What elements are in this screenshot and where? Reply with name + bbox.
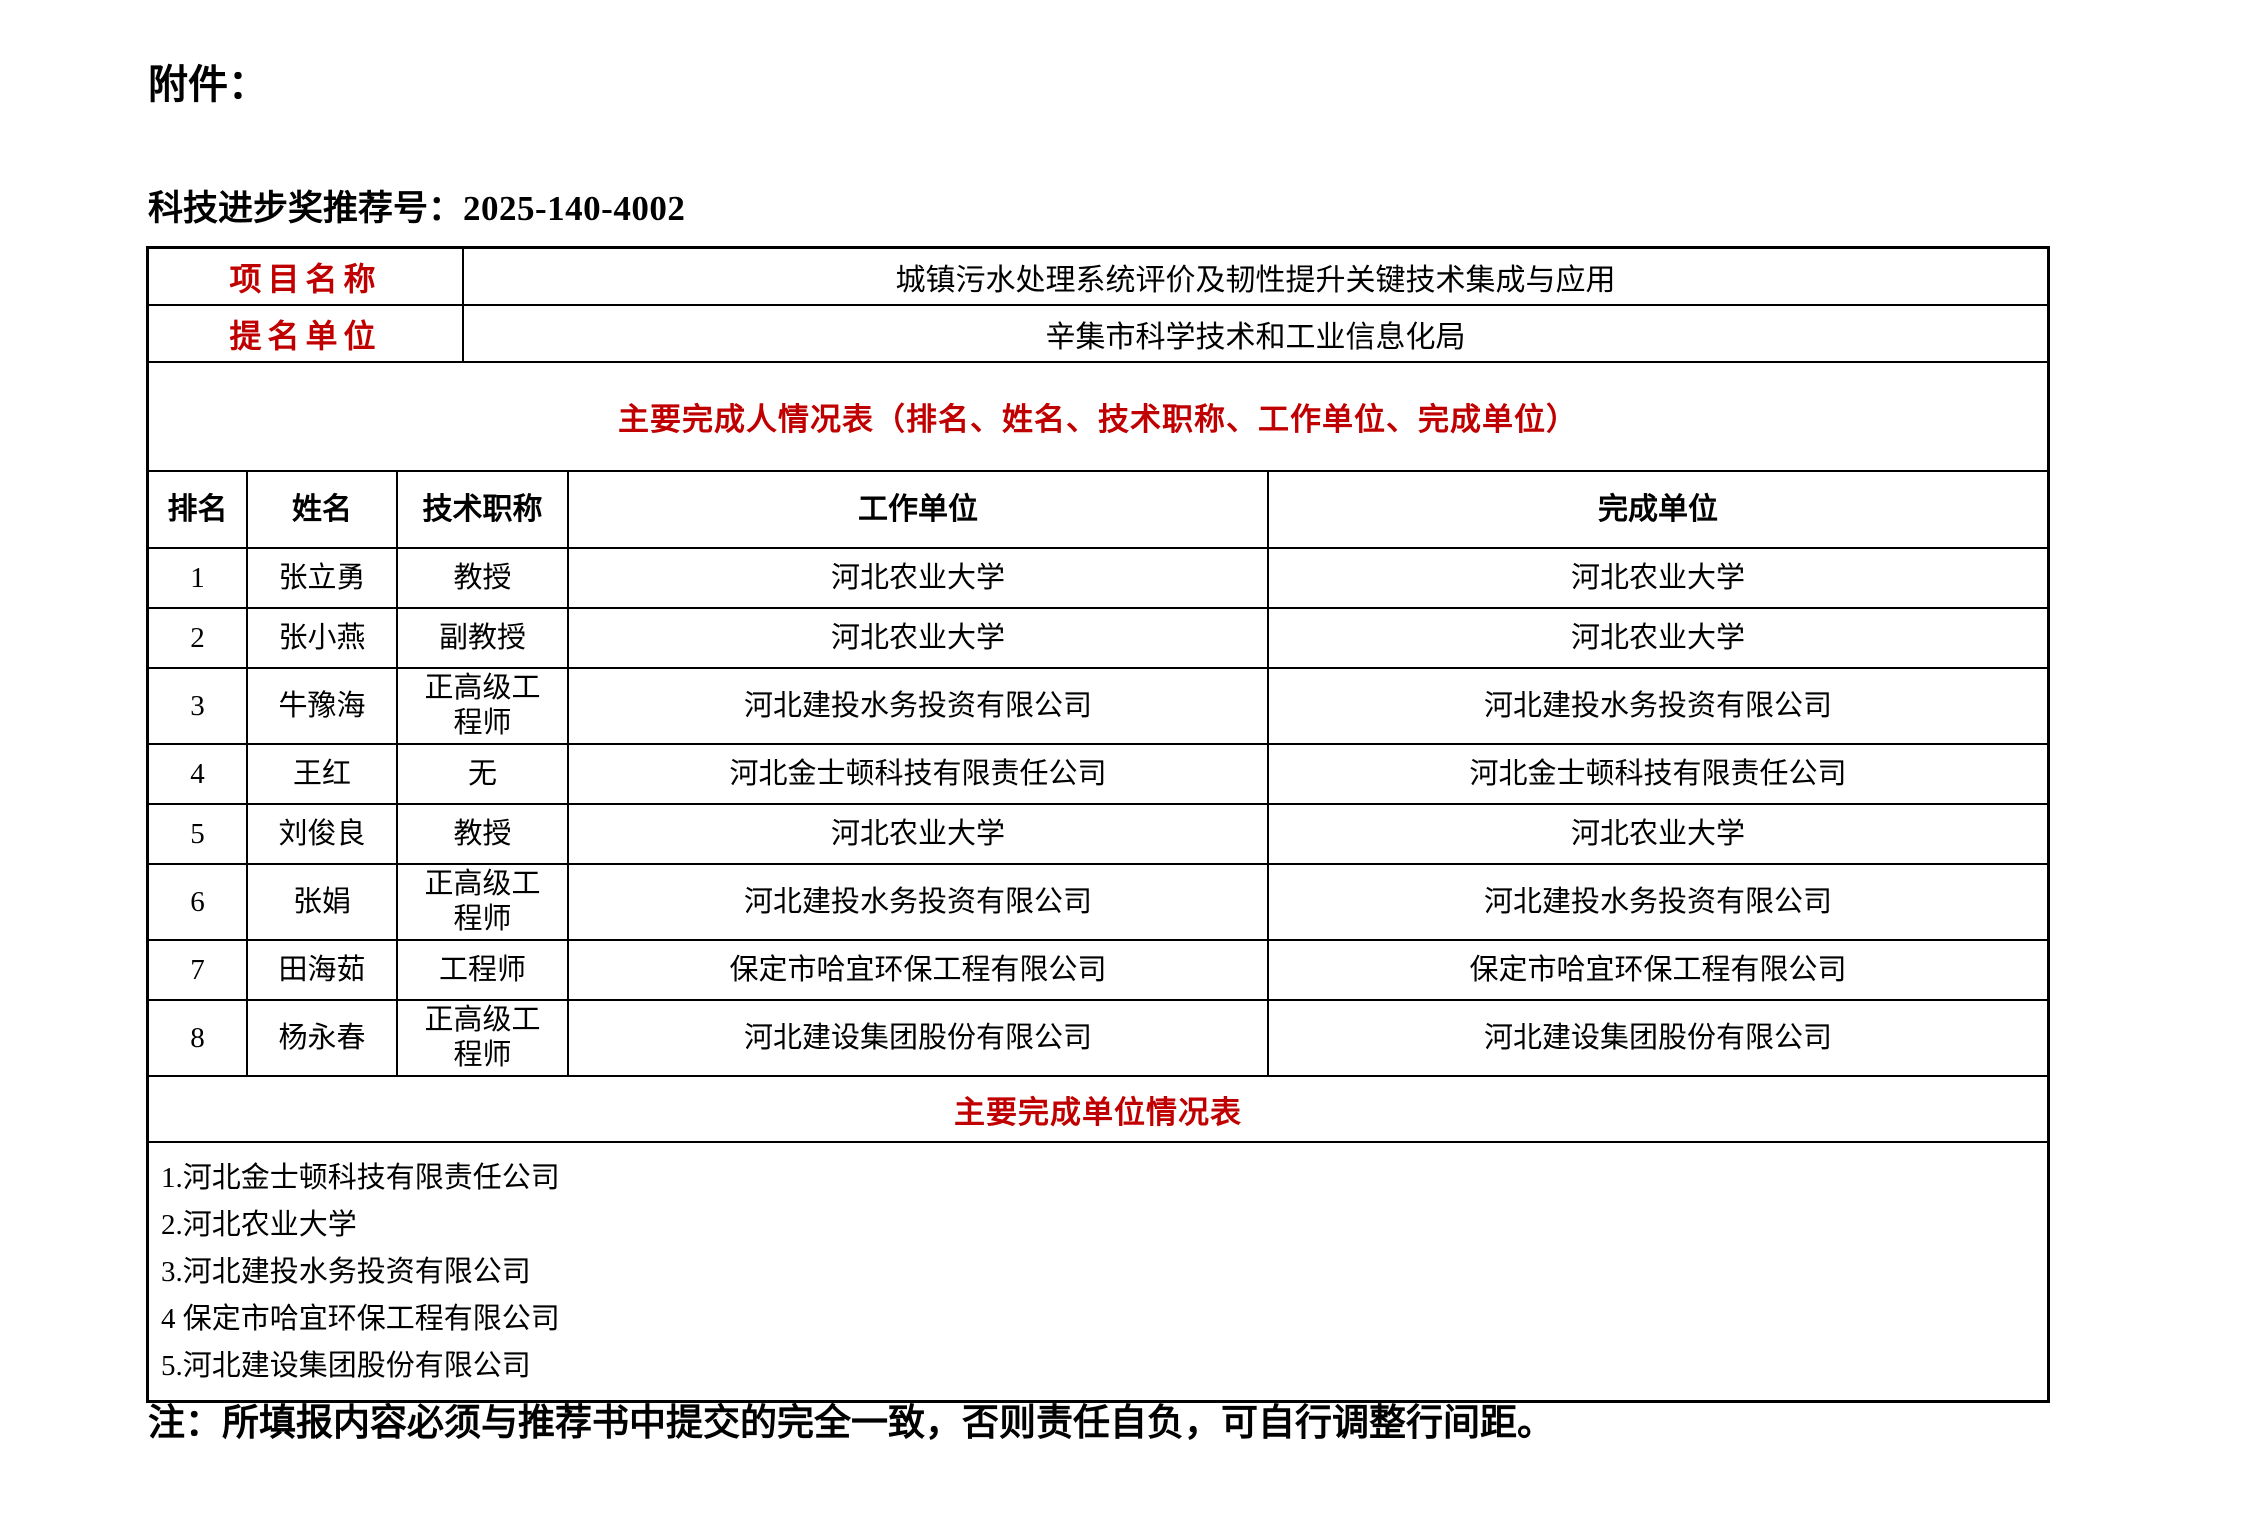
cell-completing-unit: 河北农业大学	[1267, 803, 2047, 865]
cell-title: 工程师	[396, 939, 569, 1001]
cell-name: 杨永春	[246, 999, 398, 1077]
cell-work-unit: 保定市哈宜环保工程有限公司	[567, 939, 1269, 1001]
list-item: 4 保定市哈宜环保工程有限公司	[161, 1303, 560, 1335]
cell-title: 正高级工程师	[396, 667, 569, 745]
table-row: 3 牛豫海 正高级工程师 河北建投水务投资有限公司 河北建投水务投资有限公司	[149, 667, 2047, 745]
completers-header-row: 排名 姓名 技术职称 工作单位 完成单位	[149, 472, 2047, 549]
cell-name: 牛豫海	[246, 667, 398, 745]
cell-completing-unit: 河北农业大学	[1267, 547, 2047, 609]
cell-rank: 2	[149, 607, 248, 669]
cell-name: 张小燕	[246, 607, 398, 669]
project-name-value: 城镇污水处理系统评价及韧性提升关键技术集成与应用	[895, 263, 1616, 297]
completing-units-list: 1.河北金士顿科技有限责任公司 2.河北农业大学 3.河北建投水务投资有限公司 …	[149, 1143, 2047, 1400]
footer-note: 注：所填报内容必须与推荐书中提交的完全一致，否则责任自负，可自行调整行间距。	[148, 1403, 1554, 1444]
table-row: 8 杨永春 正高级工程师 河北建设集团股份有限公司 河北建设集团股份有限公司	[149, 999, 2047, 1077]
cell-name: 张娟	[246, 863, 398, 941]
nominating-unit-label: 提名单位	[149, 306, 464, 361]
list-item: 2.河北农业大学	[161, 1209, 357, 1241]
cell-work-unit: 河北农业大学	[567, 547, 1269, 609]
list-item: 5.河北建设集团股份有限公司	[161, 1350, 531, 1382]
units-table-title: 主要完成单位情况表	[149, 1077, 2047, 1143]
recommendation-number-line: 科技进步奖推荐号：2025-140-4002	[148, 180, 685, 231]
recommendation-label: 科技进步奖推荐号：	[148, 189, 464, 228]
cell-completing-unit: 河北建投水务投资有限公司	[1267, 667, 2047, 745]
cell-title: 正高级工程师	[396, 863, 569, 941]
cell-title: 教授	[396, 547, 569, 609]
cell-title: 教授	[396, 803, 569, 865]
cell-work-unit: 河北建投水务投资有限公司	[567, 863, 1269, 941]
cell-rank: 1	[149, 547, 248, 609]
completers-table: 排名 姓名 技术职称 工作单位 完成单位 1 张立勇 教授 河北农业大学 河北农…	[149, 472, 2047, 1077]
cell-title: 正高级工程师	[396, 999, 569, 1077]
cell-rank: 4	[149, 743, 248, 805]
recommendation-number: 2025-140-4002	[463, 189, 686, 228]
cell-completing-unit: 河北建投水务投资有限公司	[1267, 863, 2047, 941]
cell-completing-unit: 河北金士顿科技有限责任公司	[1267, 743, 2047, 805]
header-work-unit: 工作单位	[567, 472, 1269, 549]
project-name-label: 项目名称	[149, 249, 464, 304]
list-item: 1.河北金士顿科技有限责任公司	[161, 1162, 560, 1194]
cell-work-unit: 河北农业大学	[567, 803, 1269, 865]
award-document-table: 项目名称 城镇污水处理系统评价及韧性提升关键技术集成与应用 提名单位 辛集市科学…	[146, 246, 2050, 1403]
nominating-unit-row: 提名单位 辛集市科学技术和工业信息化局	[149, 306, 2047, 363]
cell-completing-unit: 河北农业大学	[1267, 607, 2047, 669]
attachment-label: 附件：	[148, 63, 268, 107]
cell-rank: 5	[149, 803, 248, 865]
project-name-row: 项目名称 城镇污水处理系统评价及韧性提升关键技术集成与应用	[149, 249, 2047, 306]
cell-work-unit: 河北金士顿科技有限责任公司	[567, 743, 1269, 805]
table-row: 1 张立勇 教授 河北农业大学 河北农业大学	[149, 547, 2047, 609]
cell-name: 张立勇	[246, 547, 398, 609]
cell-name: 王红	[246, 743, 398, 805]
nominating-unit-value: 辛集市科学技术和工业信息化局	[1045, 320, 1466, 354]
cell-rank: 6	[149, 863, 248, 941]
table-row: 5 刘俊良 教授 河北农业大学 河北农业大学	[149, 803, 2047, 865]
cell-work-unit: 河北建设集团股份有限公司	[567, 999, 1269, 1077]
table-row: 7 田海茹 工程师 保定市哈宜环保工程有限公司 保定市哈宜环保工程有限公司	[149, 939, 2047, 1001]
cell-rank: 7	[149, 939, 248, 1001]
cell-rank: 3	[149, 667, 248, 745]
header-completing-unit: 完成单位	[1267, 472, 2047, 549]
table-row: 2 张小燕 副教授 河北农业大学 河北农业大学	[149, 607, 2047, 669]
completers-table-title: 主要完成人情况表（排名、姓名、技术职称、工作单位、完成单位）	[149, 363, 2047, 472]
cell-name: 刘俊良	[246, 803, 398, 865]
table-row: 6 张娟 正高级工程师 河北建投水务投资有限公司 河北建投水务投资有限公司	[149, 863, 2047, 941]
table-row: 4 王红 无 河北金士顿科技有限责任公司 河北金士顿科技有限责任公司	[149, 743, 2047, 805]
cell-completing-unit: 河北建设集团股份有限公司	[1267, 999, 2047, 1077]
header-name: 姓名	[246, 472, 398, 549]
header-rank: 排名	[149, 472, 248, 549]
cell-work-unit: 河北建投水务投资有限公司	[567, 667, 1269, 745]
cell-work-unit: 河北农业大学	[567, 607, 1269, 669]
cell-completing-unit: 保定市哈宜环保工程有限公司	[1267, 939, 2047, 1001]
list-item: 3.河北建投水务投资有限公司	[161, 1256, 531, 1288]
cell-title: 无	[396, 743, 569, 805]
cell-rank: 8	[149, 999, 248, 1077]
cell-title: 副教授	[396, 607, 569, 669]
cell-name: 田海茹	[246, 939, 398, 1001]
header-title: 技术职称	[396, 472, 569, 549]
